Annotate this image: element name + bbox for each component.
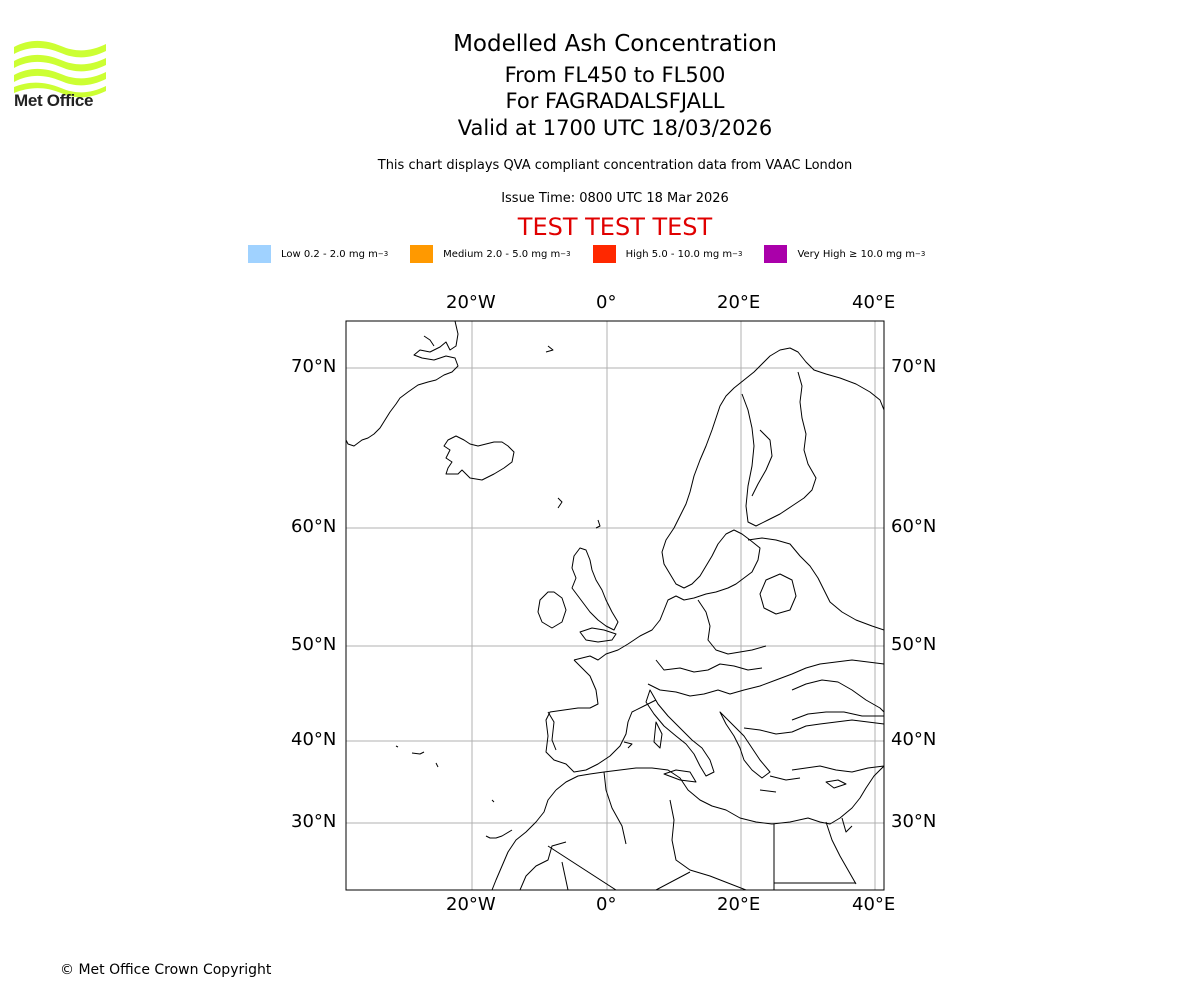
lon-tick-bottom: 20°W: [446, 894, 496, 915]
lat-tick-right: 40°N: [891, 729, 937, 750]
description: This chart displays QVA compliant concen…: [377, 158, 853, 173]
lat-tick-right: 30°N: [891, 811, 937, 832]
legend-swatch-very-high: [764, 245, 788, 263]
issue-time: Issue Time: 0800 UTC 18 Mar 2026: [501, 191, 729, 206]
lat-tick-right: 50°N: [891, 634, 937, 655]
graticule: [346, 321, 884, 890]
lat-tick-left: 40°N: [291, 729, 337, 750]
lat-tick-left: 60°N: [291, 516, 337, 537]
coastlines: [346, 321, 884, 890]
lon-tick-bottom: 0°: [596, 894, 617, 915]
met-office-logo-icon: [14, 40, 106, 98]
legend-sup: −3: [732, 250, 743, 258]
legend-label: High 5.0 - 10.0 mg m: [625, 248, 733, 260]
flight-levels: From FL450 to FL500: [504, 63, 726, 87]
legend-label: Very High ≥ 10.0 mg m: [797, 248, 916, 260]
lon-tick-bottom: 20°E: [717, 894, 761, 915]
lat-tick-left: 70°N: [291, 356, 337, 377]
lat-tick-left: 50°N: [291, 634, 337, 655]
legend-swatch-low: [248, 245, 271, 263]
lat-tick-left: 30°N: [291, 811, 337, 832]
lon-tick-top: 0°: [596, 292, 617, 313]
legend-sup: −3: [377, 250, 389, 258]
map-frame: [345, 320, 885, 891]
legend-item-high: High 5.0 - 10.0 mg m −3: [592, 245, 743, 263]
legend-swatch-high: [592, 245, 616, 263]
legend-item-low: Low 0.2 - 2.0 mg m −3: [248, 245, 388, 263]
test-banner: TEST TEST TEST: [517, 213, 713, 241]
lat-tick-right: 70°N: [891, 356, 937, 377]
logo-text: Met Office: [14, 91, 94, 110]
valid-time: Valid at 1700 UTC 18/03/2026: [457, 116, 773, 140]
legend-swatch-medium: [410, 245, 434, 263]
legend-label: Medium 2.0 - 5.0 mg m: [443, 248, 561, 260]
copyright: © Met Office Crown Copyright: [60, 962, 272, 978]
legend-item-very-high: Very High ≥ 10.0 mg m −3: [764, 245, 925, 263]
legend-item-medium: Medium 2.0 - 5.0 mg m −3: [410, 245, 571, 263]
lon-tick-top: 20°W: [446, 292, 496, 313]
lat-tick-right: 60°N: [891, 516, 937, 537]
volcano-name: For FAGRADALSFJALL: [505, 89, 725, 113]
legend-label: Low 0.2 - 2.0 mg m: [281, 248, 378, 260]
legend: Low 0.2 - 2.0 mg m −3 Medium 2.0 - 5.0 mg…: [248, 244, 947, 264]
lon-tick-top: 40°E: [852, 292, 896, 313]
legend-sup: −3: [560, 250, 571, 258]
lon-tick-top: 20°E: [717, 292, 761, 313]
lon-tick-bottom: 40°E: [852, 894, 896, 915]
legend-sup: −3: [915, 250, 926, 258]
chart-title: Modelled Ash Concentration: [453, 31, 777, 57]
